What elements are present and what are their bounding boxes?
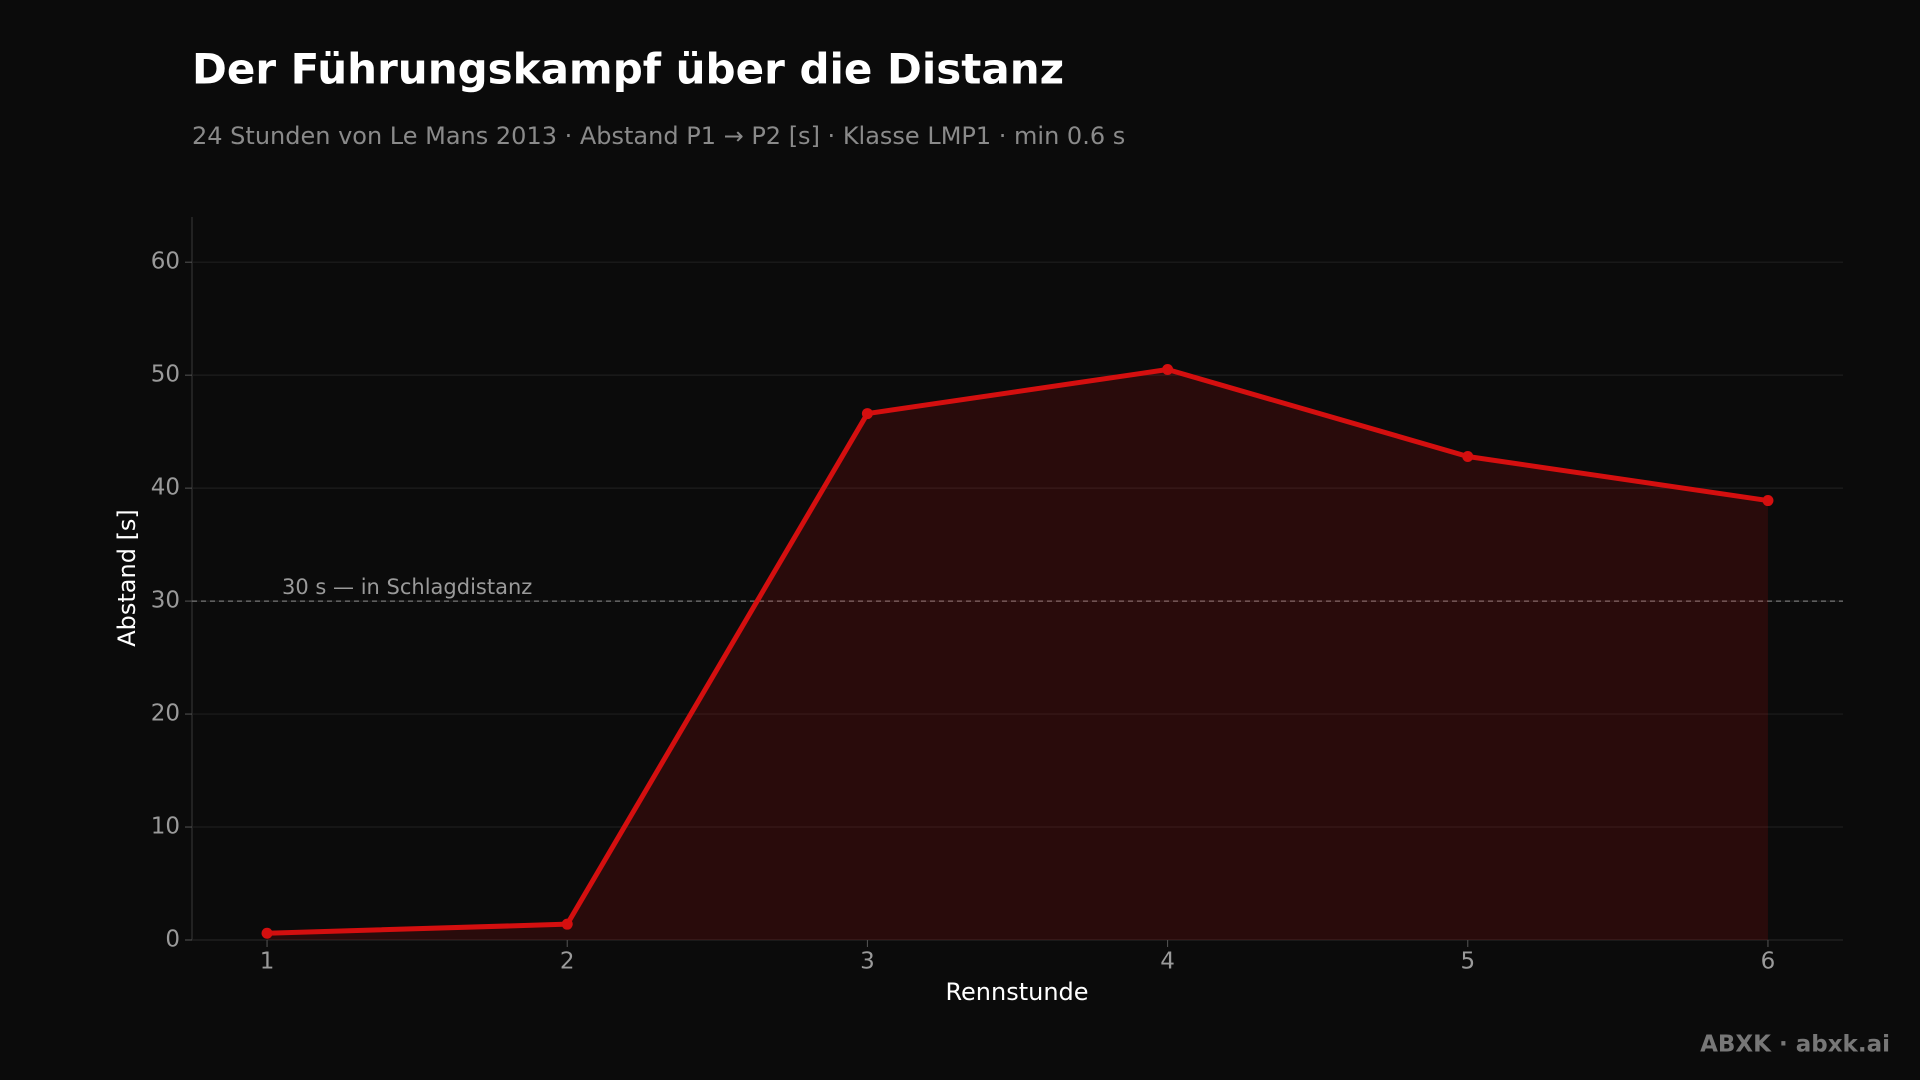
y-tick-label: 50 [151,362,180,388]
y-tick-label: 40 [151,475,180,501]
x-tick-label: 1 [260,949,275,975]
point [561,918,573,930]
point [861,408,873,420]
y-tick-label: 0 [165,927,180,953]
point [1762,495,1774,507]
line [266,367,1769,936]
x-tick-label: 6 [1761,949,1776,975]
y-tick-label: 20 [151,701,180,727]
x-tick-label: 5 [1460,949,1475,975]
x-tick-label: 3 [860,949,875,975]
chart-title: Der Führungskampf über die Distanz [192,45,1064,94]
point [1162,364,1174,376]
y-tick-label: 60 [151,249,180,275]
point [1462,450,1474,462]
reference-label: 30 s — in Schlagdistanz [282,575,532,599]
x-axis-label: Rennstunde [945,978,1088,1006]
point [261,927,273,939]
y-tick-label: 30 [151,588,180,614]
y-axis-label: Abstand [s] [113,509,141,647]
x-tick-label: 4 [1160,949,1175,975]
chart-subtitle: 24 Stunden von Le Mans 2013 · Abstand P1… [192,122,1125,150]
x-tick-label: 2 [560,949,575,975]
footer: ABXK · abxk.ai [1700,1032,1890,1058]
y-tick-label: 10 [151,814,180,840]
